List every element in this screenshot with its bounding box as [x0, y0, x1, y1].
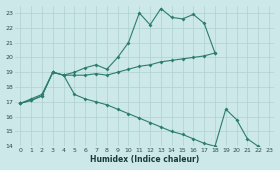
- X-axis label: Humidex (Indice chaleur): Humidex (Indice chaleur): [90, 155, 199, 164]
